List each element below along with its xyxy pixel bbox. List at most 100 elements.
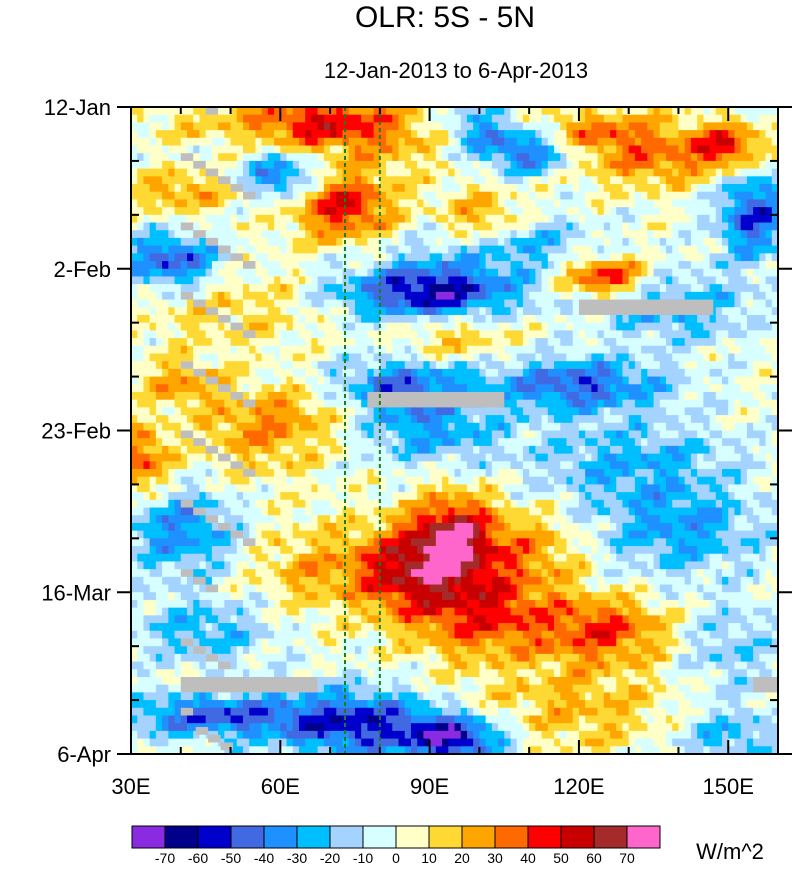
field-cell xyxy=(417,122,424,131)
field-cell xyxy=(498,445,505,455)
field-cell xyxy=(560,199,568,208)
field-cell xyxy=(597,245,605,254)
field-cell xyxy=(634,330,642,339)
field-cell xyxy=(473,153,480,162)
field-cell xyxy=(672,214,680,224)
field-cell xyxy=(746,430,754,439)
field-cell xyxy=(566,299,574,308)
field-cell xyxy=(162,314,169,324)
field-cell xyxy=(535,399,543,408)
field-cell xyxy=(230,345,238,355)
field-cell xyxy=(199,184,207,193)
field-cell xyxy=(162,445,169,455)
field-cell xyxy=(535,322,543,331)
field-cell xyxy=(162,199,169,208)
field-cell xyxy=(205,130,213,139)
field-cell xyxy=(771,415,778,424)
field-cell xyxy=(398,207,406,216)
field-cell xyxy=(765,184,773,193)
field-cell xyxy=(323,191,331,201)
field-cell xyxy=(666,284,673,293)
field-cell xyxy=(603,391,611,401)
field-cell xyxy=(510,338,518,347)
field-cell xyxy=(547,338,555,347)
field-cell xyxy=(697,368,704,378)
field-cell xyxy=(510,107,518,116)
field-cell xyxy=(591,399,599,408)
field-cell xyxy=(466,145,474,154)
field-cell xyxy=(572,384,580,393)
field-cell xyxy=(392,330,400,339)
field-cell xyxy=(684,330,692,339)
field-cell xyxy=(535,191,543,201)
field-cell xyxy=(423,368,431,378)
field-cell xyxy=(367,322,375,331)
field-cell xyxy=(398,237,406,247)
field-cell xyxy=(504,137,512,147)
field-cell xyxy=(578,253,586,262)
field-cell xyxy=(522,314,530,324)
field-cell xyxy=(143,376,151,385)
field-cell xyxy=(330,253,337,262)
field-cell xyxy=(174,338,182,347)
field-cell xyxy=(659,222,667,231)
field-cell xyxy=(473,345,480,355)
chart-subtitle: 12-Jan-2013 to 6-Apr-2013 xyxy=(324,58,588,83)
field-cell xyxy=(522,253,530,262)
field-cell xyxy=(485,107,493,116)
field-cell xyxy=(522,345,530,355)
field-cell xyxy=(361,276,368,285)
field-cell xyxy=(348,276,356,285)
field-cell xyxy=(560,407,568,416)
field-cell xyxy=(690,353,698,362)
field-cell xyxy=(672,445,680,455)
field-cell xyxy=(417,130,424,139)
field-cell xyxy=(386,237,393,247)
field-cell xyxy=(311,376,319,385)
field-cell xyxy=(261,114,269,123)
field-cell xyxy=(224,345,232,355)
field-cell xyxy=(242,137,250,147)
field-cell xyxy=(186,391,194,401)
field-cell xyxy=(516,130,524,139)
field-cell xyxy=(491,153,499,162)
field-cell xyxy=(634,276,642,285)
field-cell xyxy=(709,291,717,301)
field-cell xyxy=(653,338,661,347)
field-cell xyxy=(417,345,424,355)
field-cell xyxy=(131,384,138,393)
field-cell xyxy=(516,160,524,170)
field-cell xyxy=(740,160,748,170)
field-cell xyxy=(162,107,169,116)
field-cell xyxy=(491,307,499,316)
field-cell xyxy=(516,191,524,201)
field-cell xyxy=(510,137,518,147)
field-cell xyxy=(131,299,138,308)
field-cell xyxy=(690,114,698,123)
field-cell xyxy=(715,314,723,324)
field-cell xyxy=(292,438,300,447)
field-cell xyxy=(628,145,636,154)
field-cell xyxy=(466,361,474,370)
field-cell xyxy=(541,330,549,339)
field-cell xyxy=(566,384,574,393)
field-cell xyxy=(466,299,474,308)
field-cell xyxy=(149,168,157,177)
field-cell xyxy=(267,207,275,216)
field-cell xyxy=(410,422,418,432)
field-cell xyxy=(597,314,605,324)
field-cell xyxy=(429,368,437,378)
field-cell xyxy=(466,384,474,393)
field-cell xyxy=(261,284,269,293)
field-cell xyxy=(174,168,182,177)
field-cell xyxy=(566,268,574,278)
field-cell xyxy=(211,153,219,162)
field-cell xyxy=(205,114,213,123)
field-cell xyxy=(460,107,468,116)
field-cell xyxy=(603,376,611,385)
field-cell xyxy=(746,214,754,224)
field-cell xyxy=(498,299,505,308)
field-cell xyxy=(298,122,306,131)
field-cell xyxy=(423,422,431,432)
field-cell xyxy=(740,137,748,147)
